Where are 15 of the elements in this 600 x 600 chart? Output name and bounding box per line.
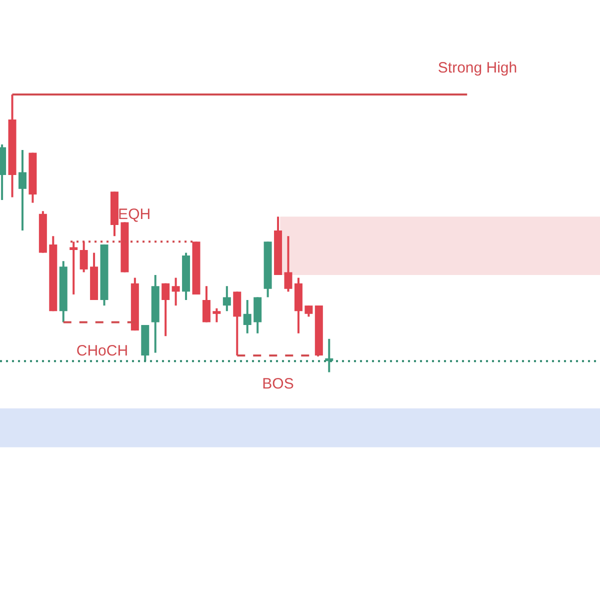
candlestick (212, 307, 221, 324)
candlestick (172, 276, 180, 307)
candlestick (202, 285, 210, 324)
candlestick (222, 285, 231, 312)
ref-line-label: CHoCH (76, 342, 128, 360)
candlestick (70, 240, 78, 296)
ref-line-label: Strong High (438, 60, 518, 77)
candlestick (162, 282, 170, 338)
candlestick (80, 240, 88, 274)
candlestick (243, 299, 252, 334)
ref-line-label: EQH (118, 206, 151, 223)
ref-line-label: BOS (262, 376, 294, 393)
candlestick (284, 235, 292, 293)
candlestick (18, 149, 26, 232)
candlestick (304, 304, 313, 318)
